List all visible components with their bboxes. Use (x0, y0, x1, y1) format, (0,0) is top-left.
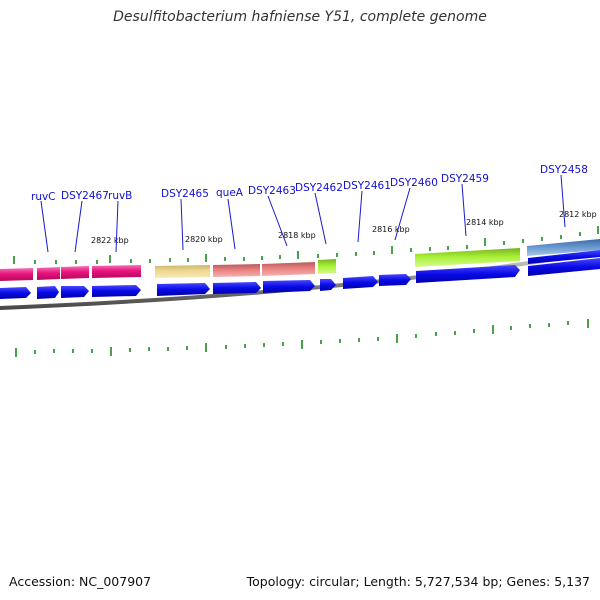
gene-label-dsy2462[interactable]: DSY2462 (295, 182, 343, 194)
feature-block-quea[interactable] (213, 264, 260, 277)
genome-stats-text: Topology: circular; Length: 5,727,534 bp… (246, 574, 590, 589)
kbp-label-2816: 2816 kbp (372, 225, 410, 234)
feature-block-dsy2462[interactable] (318, 259, 336, 274)
gene-callout-lines (40, 174, 566, 253)
gene-labels: ruvC DSY2467 ruvB DSY2465 queA DSY2463 D… (31, 164, 588, 203)
gene-arrow-dsy2460[interactable] (379, 274, 411, 286)
kbp-label-2822: 2822 kbp (91, 236, 129, 245)
gene-label-dsy2460[interactable]: DSY2460 (390, 177, 438, 189)
outer-scale-ticks (13, 226, 599, 264)
inner-scale-ticks (15, 319, 589, 357)
gene-label-dsy2467[interactable]: DSY2467 (61, 190, 109, 202)
feature-block-dsy2467[interactable] (61, 266, 89, 279)
gene-label-ruvc[interactable]: ruvC (31, 191, 56, 203)
genome-backbone (0, 250, 600, 310)
gene-arrow-dsy2463[interactable] (263, 280, 315, 293)
feature-block-dsy2459[interactable] (415, 248, 520, 267)
gene-arrow[interactable] (0, 287, 31, 299)
gene-label-dsy2463[interactable]: DSY2463 (248, 185, 296, 197)
gene-label-dsy2461[interactable]: DSY2461 (343, 180, 391, 192)
feature-block-ruvc-left[interactable] (0, 268, 33, 281)
gene-arrow-dsy2458[interactable] (528, 258, 600, 276)
gene-arrow-dsy2465[interactable] (157, 283, 210, 296)
gene-track (0, 250, 600, 299)
map-title: Desulfitobacterium hafniense Y51, comple… (113, 9, 487, 25)
feature-block-ruvb[interactable] (92, 265, 141, 278)
kbp-label-2820: 2820 kbp (185, 235, 223, 244)
gene-arrow-dsy2467[interactable] (61, 286, 89, 298)
gene-label-dsy2465[interactable]: DSY2465 (161, 188, 209, 200)
gene-label-dsy2459[interactable]: DSY2459 (441, 173, 489, 185)
gene-arrow-dsy2461[interactable] (343, 276, 378, 289)
gene-label-quea[interactable]: queA (216, 187, 244, 199)
kbp-label-2814: 2814 kbp (466, 218, 504, 227)
kbp-labels: 2822 kbp 2820 kbp 2818 kbp 2816 kbp 2814… (91, 210, 597, 245)
feature-block-ruvc[interactable] (37, 267, 60, 280)
feature-block-dsy2463[interactable] (262, 262, 315, 276)
gene-arrow-ruvb[interactable] (92, 285, 141, 297)
accession-text: Accession: NC_007907 (9, 574, 152, 589)
feature-block-dsy2465[interactable] (155, 265, 210, 278)
gene-arrow-ruvc[interactable] (37, 286, 59, 299)
gene-arrow-quea[interactable] (213, 282, 261, 294)
gene-arrow-dsy2459[interactable] (416, 265, 520, 283)
kbp-label-2812: 2812 kbp (559, 210, 597, 219)
gene-arrow-dsy2462[interactable] (320, 279, 336, 291)
feature-block-dsy2458[interactable] (527, 239, 600, 256)
gene-label-ruvb[interactable]: ruvB (108, 190, 132, 202)
gene-arrow-dsy2458-strip[interactable] (528, 250, 600, 264)
kbp-label-2818: 2818 kbp (278, 231, 316, 240)
gene-label-dsy2458[interactable]: DSY2458 (540, 164, 588, 176)
feature-track (0, 239, 600, 281)
